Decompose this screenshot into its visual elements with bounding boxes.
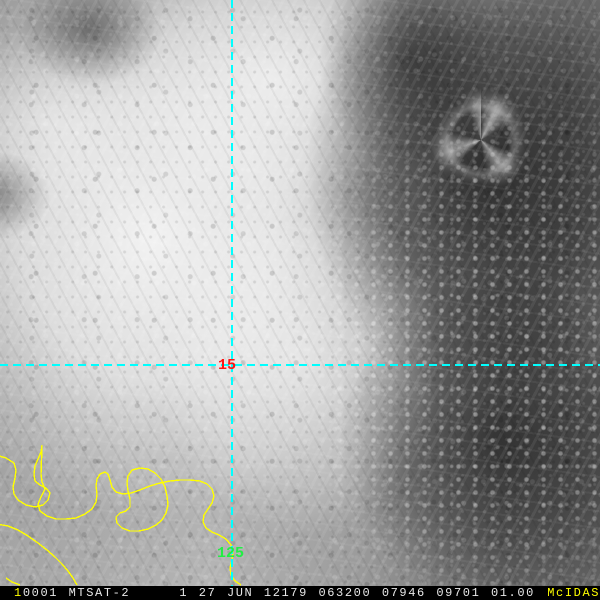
latitude-label: 15 [218,357,237,374]
status-frame: 0001 [22,586,59,600]
coastline-peninsula [0,444,242,586]
status-software-label: McIDAS [547,586,600,600]
coastline-corner-stub [5,577,21,586]
status-time: 063200 [318,586,372,600]
status-field-b: 09701 [436,586,481,600]
status-field-a: 07946 [381,586,426,600]
status-resolution: 01.00 [490,586,535,600]
status-index: 1 [14,586,23,600]
coastline-group [0,444,242,586]
status-day: 27 [198,586,217,600]
status-julian-date: 12179 [263,586,308,600]
status-month: JUN [226,586,254,600]
status-bar: 1 0001 MTSAT-2 1 27 JUN 12179 063200 079… [0,586,600,600]
status-band: 1 [179,586,189,600]
coastline-lower-left [0,523,78,586]
longitude-label: 125 [217,545,245,562]
status-satellite: MTSAT-2 [68,586,131,600]
lat-lon-grid [0,0,600,586]
coastline-island [115,467,169,532]
